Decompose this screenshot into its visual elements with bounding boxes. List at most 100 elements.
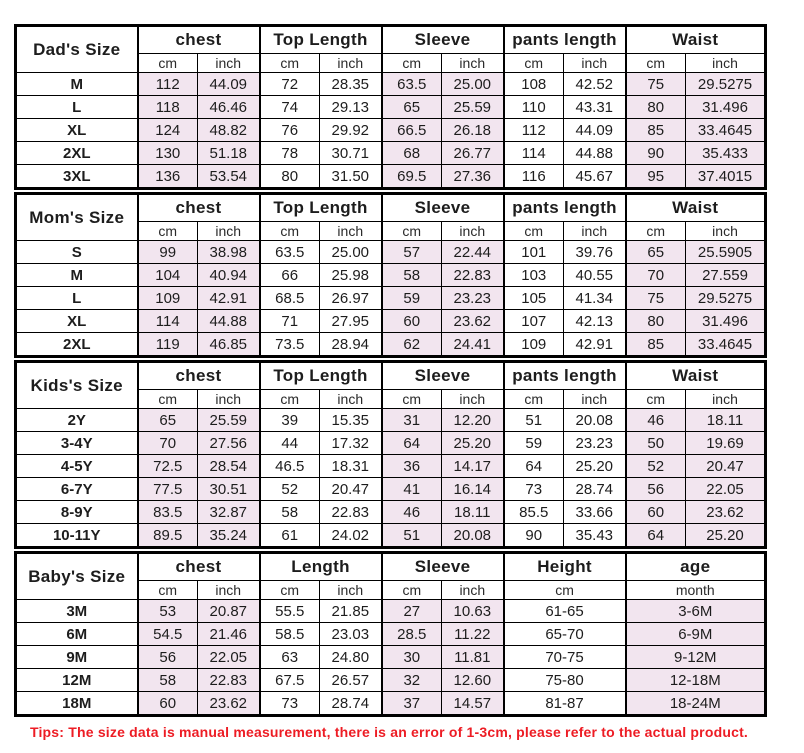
cell: 62 [380,332,443,357]
table-row: L 109 42.91 68.5 26.97 59 23.23 105 41.34 75 29.52… [15,286,767,310]
row-size-label: M [15,72,138,96]
table-row: 4-5Y 72.5 28.54 46.5 18.31 36 14.17 64 25.20 52 20… [15,454,767,478]
cell: 29.5275 [685,286,767,310]
cell: 26.97 [319,286,383,310]
cell: 18-24M [624,691,767,716]
cell: 75 [624,286,687,310]
cell: 52 [258,477,321,501]
cell: 46.5 [258,454,321,478]
row-size-label: 2Y [15,408,138,432]
cell: 42.91 [196,286,261,310]
header-row-units: cm inch cm inch cm inch cm inch cm inch [16,53,767,73]
cell: 60 [624,500,687,524]
column-header-age: age [624,552,767,581]
tip-text: Tips: The size data is manual measuremen… [29,724,749,740]
cell: 22.83 [319,500,383,524]
cell: 50 [624,431,687,455]
unit-header-cm: cm [136,580,198,600]
unit-header-cm: cm [624,53,687,73]
column-header-length: Length [258,552,383,581]
cell: 90 [502,523,565,548]
cell: 89.5 [136,523,198,548]
cell: 27.56 [196,431,261,455]
cell: 85.5 [502,500,565,524]
unit-header-cm: cm [380,53,443,73]
cell: 51.18 [196,141,261,165]
cell: 19.69 [685,431,767,455]
cell: 25.20 [441,431,505,455]
unit-header-cm: cm [136,53,198,73]
cell: 31 [380,408,443,432]
cell: 32.87 [196,500,261,524]
cell: 9-12M [624,645,767,669]
cell: 71 [258,309,321,333]
unit-header-cm: cm [136,221,198,241]
cell: 74 [258,95,321,119]
cell: 46.46 [196,95,261,119]
column-header-sleeve: Sleeve [380,25,505,54]
cell: 67.5 [258,668,321,692]
cell: 53.54 [196,164,261,189]
header-row-groups: Mom's Size chest Top Length Sleeve pants len… [15,193,767,241]
unit-header-cm: cm [502,53,565,73]
table-row: 9M 56 22.05 63 24.80 30 11.81 70-75 9-12M [15,645,767,669]
cell: 73 [258,691,321,716]
cell: 14.17 [441,454,505,478]
cell: 60 [136,691,198,716]
cell: 118 [136,95,198,119]
row-size-label: 6-7Y [15,477,138,501]
cell: 23.62 [441,309,505,333]
row-size-label: M [15,263,138,287]
cell: 46 [380,500,443,524]
cell: 66 [258,263,321,287]
cell: 22.05 [685,477,767,501]
cell: 24.80 [319,645,383,669]
cell: 12-18M [624,668,767,692]
cell: 75 [624,72,687,96]
table-row: 12M 58 22.83 67.5 26.57 32 12.60 75-80 12-18M [15,668,767,692]
unit-header-inch: inch [441,389,505,409]
cell: 31.496 [685,309,767,333]
table-row: M 104 40.94 66 25.98 58 22.83 103 40.55 70 27.559 [15,263,767,287]
cell: 29.5275 [685,72,767,96]
cell: 25.98 [319,263,383,287]
cell: 18.31 [319,454,383,478]
cell: 33.4645 [685,118,767,142]
table-row: 8-9Y 83.5 32.87 58 22.83 46 18.11 85.5 33.66 60 23… [15,500,767,524]
cell: 37.4015 [685,164,767,189]
cell: 32 [380,668,443,692]
cell: 51 [380,523,443,548]
cell: 83.5 [136,500,198,524]
cell: 29.92 [319,118,383,142]
cell: 3-6M [624,599,767,623]
row-size-label: 8-9Y [15,500,138,524]
cell: 30.71 [319,141,383,165]
cell: 101 [502,240,565,264]
cell: 70-75 [502,645,627,669]
cell: 14.57 [441,691,505,716]
cell: 39 [258,408,321,432]
cell: 30.51 [196,477,261,501]
column-header-top-length: Top Length [258,25,383,54]
cell: 85 [624,118,687,142]
unit-header-cm: cm [380,580,443,600]
unit-header-inch: inch [196,389,261,409]
cell: 22.83 [196,668,261,692]
cell: 21.85 [319,599,383,623]
section-title-dad-s-size: Dad's Size [15,25,138,73]
table-row: XL 124 48.82 76 29.92 66.5 26.18 112 44.09 85 33.4… [15,118,767,142]
cell: 58 [136,668,198,692]
cell: 23.03 [319,622,383,646]
cell: 40.94 [196,263,261,287]
cell: 11.22 [441,622,505,646]
unit-header-cm: cm [624,221,687,241]
cell: 44 [258,431,321,455]
section-title-kids-s-size: Kids's Size [15,361,138,409]
table-row: 2XL 119 46.85 73.5 28.94 62 24.41 109 42.91 85 33.… [15,332,767,357]
cell: 28.74 [563,477,627,501]
unit-header-cm: cm [502,221,565,241]
cell: 18.11 [685,408,767,432]
cell: 28.74 [319,691,383,716]
cell: 136 [136,164,198,189]
unit-header-inch: inch [685,53,767,73]
